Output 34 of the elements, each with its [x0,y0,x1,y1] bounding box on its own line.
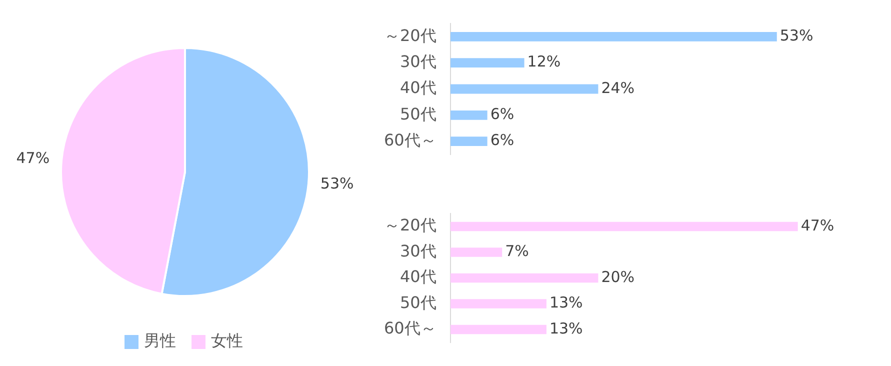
bar [450,136,488,146]
bar [450,248,502,257]
y-tick-label: 60代～ [384,318,436,338]
y-tick-label: ～20代 [384,216,436,235]
bar [450,84,598,94]
y-tick-label: 50代 [400,292,436,312]
bar [450,273,598,283]
y-tick-label: 40代 [400,78,436,98]
data-label: 13% [549,319,583,338]
data-label: 12% [527,52,561,71]
y-tick-label: ～20代 [384,26,436,45]
data-label: 6% [490,131,514,150]
y-tick-label: 40代 [400,267,436,286]
bar [450,110,488,120]
data-label: 13% [549,294,583,312]
data-label: 47% [800,216,834,234]
bar [450,299,546,308]
data-label: 24% [601,78,635,97]
bar [450,222,798,232]
legend-label: 女性 [211,331,243,350]
bar [450,32,777,42]
legend-label: 男性 [144,331,176,350]
y-tick-label: 30代 [400,52,436,71]
bar [450,324,546,334]
data-label: 47% [16,149,50,168]
y-tick-label: 60代～ [384,130,436,150]
data-label: 20% [601,268,635,286]
data-label: 7% [505,242,529,260]
y-tick-label: 30代 [400,241,436,260]
data-label: 53% [780,26,814,45]
y-tick-label: 50代 [400,104,436,124]
data-label: 6% [490,105,514,124]
data-label: 53% [320,174,354,193]
bar [450,58,524,68]
